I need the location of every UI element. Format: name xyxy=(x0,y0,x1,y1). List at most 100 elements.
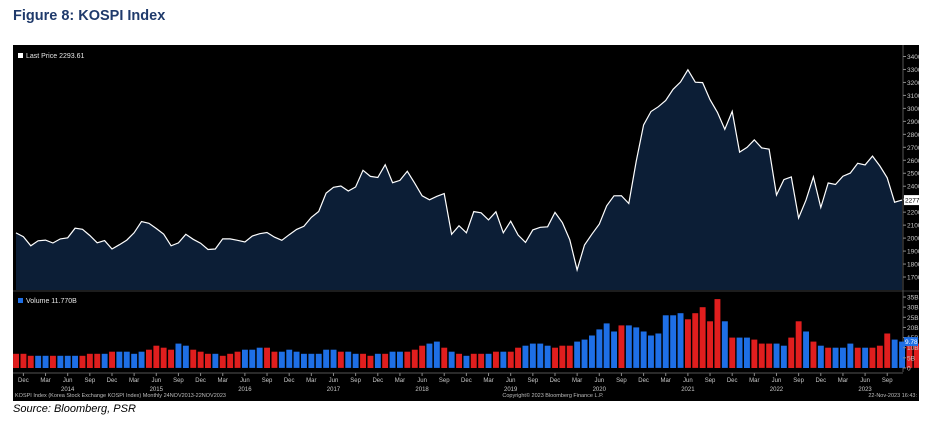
volume-bar xyxy=(862,347,869,368)
x-month-label: Jun xyxy=(506,378,516,384)
volume-bar xyxy=(500,351,507,368)
volume-bar xyxy=(566,345,573,368)
x-month-label: Dec xyxy=(815,378,826,384)
x-month-label: Sep xyxy=(350,378,361,384)
volume-bar xyxy=(138,351,145,368)
volume-y-tick-label: 30B xyxy=(907,305,919,312)
x-month-label: Dec xyxy=(372,378,383,384)
x-month-label: Dec xyxy=(461,378,472,384)
volume-bar xyxy=(795,321,802,368)
price-y-tick-label: 3200 xyxy=(907,80,919,87)
volume-bar xyxy=(611,331,617,368)
volume-bar xyxy=(131,353,138,368)
volume-bar xyxy=(788,337,795,368)
volume-y-tick-label: 10B xyxy=(907,345,919,352)
x-month-label: Jun xyxy=(151,378,161,384)
volume-bar xyxy=(876,345,883,368)
x-year-label: 2021 xyxy=(681,387,695,393)
volume-bar xyxy=(160,347,167,368)
volume-bar xyxy=(603,323,610,368)
x-month-label: Dec xyxy=(195,378,206,384)
x-month-label: Jun xyxy=(63,378,73,384)
volume-bar xyxy=(397,351,403,368)
x-month-label: Dec xyxy=(727,378,738,384)
x-month-label: Dec xyxy=(638,378,649,384)
price-y-tick-label: 2700 xyxy=(907,145,919,152)
x-month-label: Sep xyxy=(527,378,538,384)
volume-bar xyxy=(249,349,256,368)
volume-bar xyxy=(382,353,389,368)
volume-bar xyxy=(574,341,581,368)
volume-bar xyxy=(478,353,485,368)
x-month-label: Mar xyxy=(661,378,671,384)
x-month-label: Jun xyxy=(683,378,693,384)
price-y-tick-label: 2200 xyxy=(907,210,919,217)
volume-bar xyxy=(13,353,19,368)
volume-bar xyxy=(744,337,750,368)
x-month-label: Mar xyxy=(749,378,759,384)
volume-bar xyxy=(86,353,93,368)
price-y-tick-label: 3000 xyxy=(907,106,919,113)
volume-bar xyxy=(840,347,846,368)
volume-bar xyxy=(323,349,330,368)
x-month-label: Sep xyxy=(793,378,804,384)
volume-bar xyxy=(345,351,352,368)
volume-bar xyxy=(367,355,374,368)
last-volume-marker xyxy=(904,337,918,347)
x-month-label: Sep xyxy=(882,378,893,384)
volume-bar xyxy=(662,315,669,368)
x-month-label: Dec xyxy=(284,378,295,384)
volume-y-tick-label: 0 xyxy=(907,365,911,372)
volume-bar xyxy=(463,355,470,368)
price-y-tick-label: 2600 xyxy=(907,158,919,165)
price-legend-swatch xyxy=(18,53,23,58)
x-month-label: Sep xyxy=(262,378,273,384)
volume-bar xyxy=(227,353,234,368)
footer-center: Copyright© 2023 Bloomberg Finance L.P. xyxy=(502,392,604,399)
volume-bar xyxy=(899,341,905,368)
volume-bar xyxy=(441,347,448,368)
volume-bar xyxy=(522,345,529,368)
x-month-label: Mar xyxy=(395,378,405,384)
volume-bar xyxy=(50,355,56,368)
volume-legend-label: Volume 11.770B xyxy=(26,298,77,305)
source-note: Source: Bloomberg, PSR xyxy=(13,403,136,415)
volume-y-tick-label: 35B xyxy=(907,295,919,302)
volume-bar xyxy=(360,353,366,368)
volume-bar xyxy=(79,355,86,368)
volume-bar xyxy=(655,333,662,368)
volume-bar xyxy=(374,353,381,368)
volume-bar xyxy=(685,319,691,368)
last-price-marker xyxy=(904,195,919,206)
x-month-label: Jun xyxy=(860,378,870,384)
volume-bar xyxy=(493,351,499,368)
volume-bar xyxy=(271,351,278,368)
volume-bar xyxy=(109,351,115,368)
volume-bar xyxy=(419,345,426,368)
chart-footer: KOSPI Index (Korea Stock Exchange KOSPI … xyxy=(15,392,917,399)
x-year-label: 2016 xyxy=(238,387,252,393)
volume-bar xyxy=(72,355,78,368)
price-y-tick-label: 3300 xyxy=(907,67,919,74)
volume-bar xyxy=(699,307,706,368)
price-y-tick-label: 2900 xyxy=(907,119,919,126)
volume-bar xyxy=(101,353,108,368)
volume-bar xyxy=(736,337,743,368)
volume-bar xyxy=(411,349,418,368)
x-month-label: Jun xyxy=(240,378,250,384)
volume-bar xyxy=(153,345,160,368)
volume-bar xyxy=(308,353,315,368)
last-volume-value: 9.78 xyxy=(905,339,918,346)
price-y-tick-label: 2100 xyxy=(907,223,919,230)
volume-bar xyxy=(913,343,919,368)
volume-bar xyxy=(648,335,654,368)
x-year-label: 2022 xyxy=(770,387,784,393)
volume-bar xyxy=(596,329,603,368)
price-legend-label: Last Price 2293.61 xyxy=(26,53,84,60)
volume-bar xyxy=(456,353,462,368)
volume-bar xyxy=(507,351,514,368)
volume-bar xyxy=(264,347,270,368)
x-month-label: Sep xyxy=(616,378,627,384)
volume-bar xyxy=(803,331,809,368)
volume-bar xyxy=(94,353,101,368)
